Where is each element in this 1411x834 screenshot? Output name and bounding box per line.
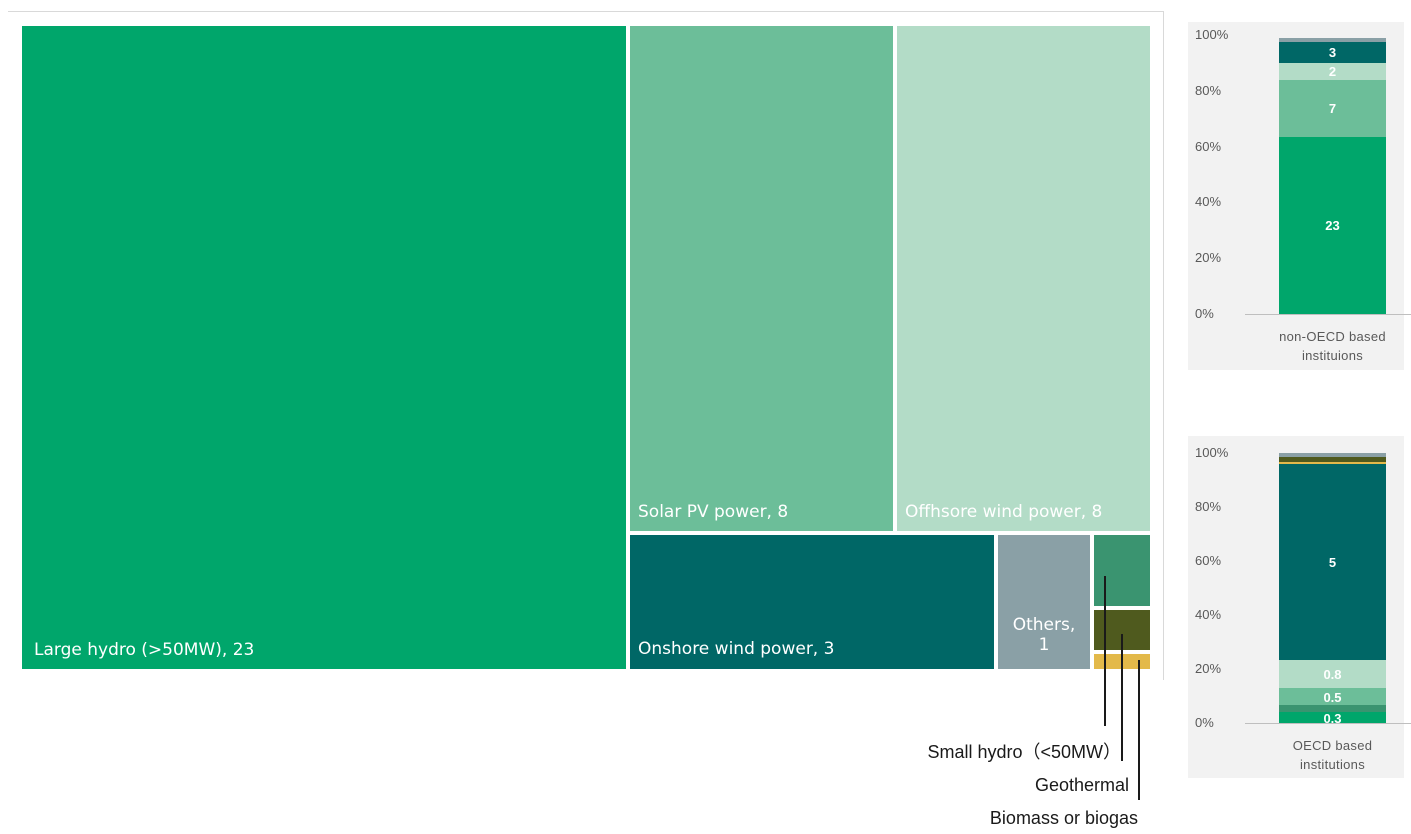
tile-others-label: Others, 1 (1012, 615, 1076, 656)
tile-solar-pv-label: Solar PV power, 8 (638, 502, 789, 522)
oecd-chart-panel: 100% 80% 60% 40% 20% 0% 0.3 0.5 0.8 5 OECD based in… (1188, 436, 1411, 778)
callout-line-geothermal (1121, 634, 1123, 761)
non-oecd-ytick-0: 0% (1195, 306, 1214, 321)
non-oecd-category-label: non-OECD based instituions (1239, 328, 1411, 366)
oecd-segment-biomass-or-biogas (1279, 462, 1386, 464)
tile-onshore-wind: Onshore wind power, 3 (630, 535, 994, 669)
oecd-ytick-20: 20% (1195, 661, 1222, 676)
treemap-frame (8, 11, 1164, 680)
non-oecd-segment-onshore-wind-power: 3 (1279, 41, 1386, 63)
oecd-category-line: institutions (1299, 756, 1366, 772)
callout-label-biomass: Biomass or biogas (989, 808, 1138, 828)
oecd-segment-geothermal (1279, 457, 1386, 463)
callout-label-geothermal: Geothermal (1034, 775, 1129, 795)
oecd-ytick-100: 100% (1195, 445, 1229, 460)
non-oecd-category-line: non-OECD based (1279, 329, 1386, 344)
callout-line-small-hydro (1104, 576, 1106, 726)
tile-solar-pv: Solar PV power, 8 (630, 26, 893, 531)
tile-offshore-wind: Offhsore wind power, 8 (897, 26, 1150, 531)
non-oecd-ytick-60: 60% (1195, 138, 1222, 154)
oecd-segment-others (1279, 453, 1386, 458)
oecd-segment-label: 5 (1328, 554, 1337, 570)
tile-large-hydro: Large hydro (>50MW), 23 (22, 26, 626, 669)
non-oecd-segment-label: 7 (1328, 101, 1337, 117)
non-oecd-ytick-40: 40% (1195, 194, 1222, 210)
tile-small-hydro (1094, 535, 1150, 606)
tile-onshore-wind-label: Onshore wind power, 3 (638, 639, 835, 659)
tile-offshore-wind-label: Offhsore wind power, 8 (905, 502, 1103, 522)
non-oecd-ytick-100: 100% (1195, 27, 1229, 42)
non-oecd-segment-label: 23 (1325, 218, 1340, 234)
oecd-ytick-0: 0% (1195, 715, 1214, 730)
non-oecd-ytick-20: 20% (1195, 250, 1222, 266)
oecd-segment-label: 0.8 (1323, 666, 1342, 682)
non-oecd-segment-others (1279, 37, 1386, 42)
non-oecd-category-line: instituions (1301, 347, 1364, 363)
non-oecd-segment-label: 2 (1328, 64, 1337, 80)
oecd-ytick-40: 40% (1195, 607, 1222, 622)
oecd-ytick-60: 60% (1195, 553, 1222, 568)
non-oecd-segment-large-hydro-50mw: 23 (1279, 136, 1386, 314)
callout-line-biomass (1138, 660, 1140, 800)
oecd-segment-small-hydro-50mw (1279, 705, 1386, 713)
tile-others: Others, 1 (998, 535, 1090, 669)
non-oecd-segment-offhsore-wind-power: 2 (1279, 62, 1386, 80)
non-oecd-segment-label: 3 (1328, 45, 1337, 61)
oecd-category-label: OECD based institutions (1239, 737, 1411, 775)
non-oecd-ytick-80: 80% (1195, 82, 1222, 98)
oecd-category-line: OECD based (1292, 738, 1373, 753)
oecd-segment-solar-pv-power: 0.5 (1279, 687, 1386, 706)
oecd-ytick-80: 80% (1195, 499, 1222, 514)
non-oecd-x-axis (1245, 314, 1411, 315)
oecd-segment-offhsore-wind-power: 0.8 (1279, 659, 1386, 688)
callout-label-small-hydro: Small hydro（<50MW） (927, 742, 1121, 762)
oecd-segment-label: 0.5 (1323, 689, 1342, 705)
non-oecd-chart-panel: 100% 80% 60% 40% 20% 0% 23 7 2 3 non-OECD based ins… (1188, 22, 1411, 370)
oecd-segment-large-hydro-50mw: 0.3 (1279, 711, 1386, 727)
tile-large-hydro-label: Large hydro (>50MW), 23 (34, 640, 255, 660)
oecd-segment-onshore-wind-power: 5 (1279, 463, 1386, 660)
oecd-segment-label: 0.3 (1323, 711, 1342, 727)
non-oecd-segment-solar-pv-power: 7 (1279, 79, 1386, 137)
oecd-x-axis (1245, 723, 1411, 724)
